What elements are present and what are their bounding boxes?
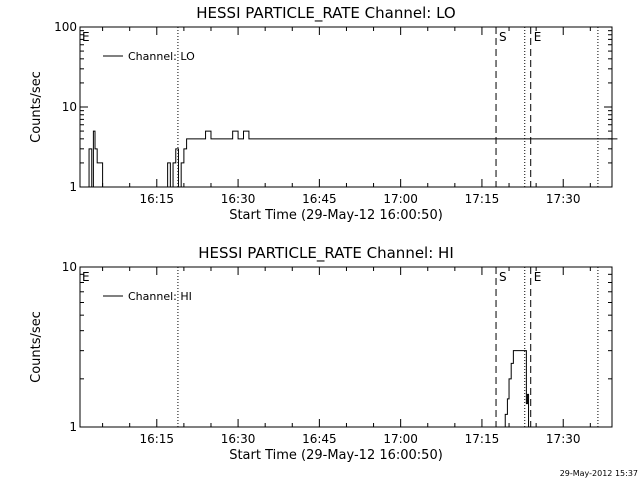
y-tick-label: 1 bbox=[69, 420, 77, 434]
panel-lo: HESSI PARTICLE_RATE Channel: LO 16:15 16:3… bbox=[29, 4, 618, 223]
y-tick-label: 10 bbox=[62, 260, 77, 274]
x-axis-label: Start Time (29-May-12 16:00:50) bbox=[229, 208, 443, 223]
x-tick-label: 17:00 bbox=[383, 192, 418, 206]
y-axis-label: Counts/sec bbox=[29, 71, 44, 143]
chart-title: HESSI PARTICLE_RATE Channel: LO bbox=[196, 4, 455, 23]
marker-label: E bbox=[534, 270, 542, 284]
legend-entry: Channel: LO bbox=[128, 50, 195, 63]
x-axis-label: Start Time (29-May-12 16:00:50) bbox=[229, 448, 443, 463]
marker-label: S bbox=[499, 270, 507, 284]
y-tick-label: 10 bbox=[62, 100, 77, 114]
x-tick-label: 16:45 bbox=[302, 192, 337, 206]
x-tick-label: 17:15 bbox=[465, 432, 500, 446]
y-tick-label: 1 bbox=[69, 180, 77, 194]
panel-hi: HESSI PARTICLE_RATE Channel: HI 16:15 16:3… bbox=[29, 244, 613, 463]
x-tick-label: 16:15 bbox=[139, 192, 174, 206]
series-line bbox=[501, 350, 530, 428]
series-line bbox=[80, 130, 618, 188]
y-tick-label: 100 bbox=[54, 20, 77, 34]
x-tick-label: 16:30 bbox=[221, 192, 256, 206]
x-tick-label: 16:45 bbox=[302, 432, 337, 446]
marker-label: E bbox=[82, 270, 90, 284]
marker-label: S bbox=[499, 30, 507, 44]
timestamp-footer: 29-May-2012 15:37 bbox=[560, 469, 638, 478]
marker-label: E bbox=[534, 30, 542, 44]
x-tick-label: 17:30 bbox=[546, 432, 581, 446]
legend-entry: Channel: HI bbox=[128, 290, 192, 303]
y-axis-label: Counts/sec bbox=[29, 311, 44, 383]
chart-title: HESSI PARTICLE_RATE Channel: HI bbox=[198, 244, 454, 263]
x-tick-label: 16:15 bbox=[139, 432, 174, 446]
x-tick-label: 17:30 bbox=[546, 192, 581, 206]
marker-label: E bbox=[82, 30, 90, 44]
x-tick-label: 17:15 bbox=[465, 192, 500, 206]
x-tick-label: 16:30 bbox=[221, 432, 256, 446]
x-tick-label: 17:00 bbox=[383, 432, 418, 446]
